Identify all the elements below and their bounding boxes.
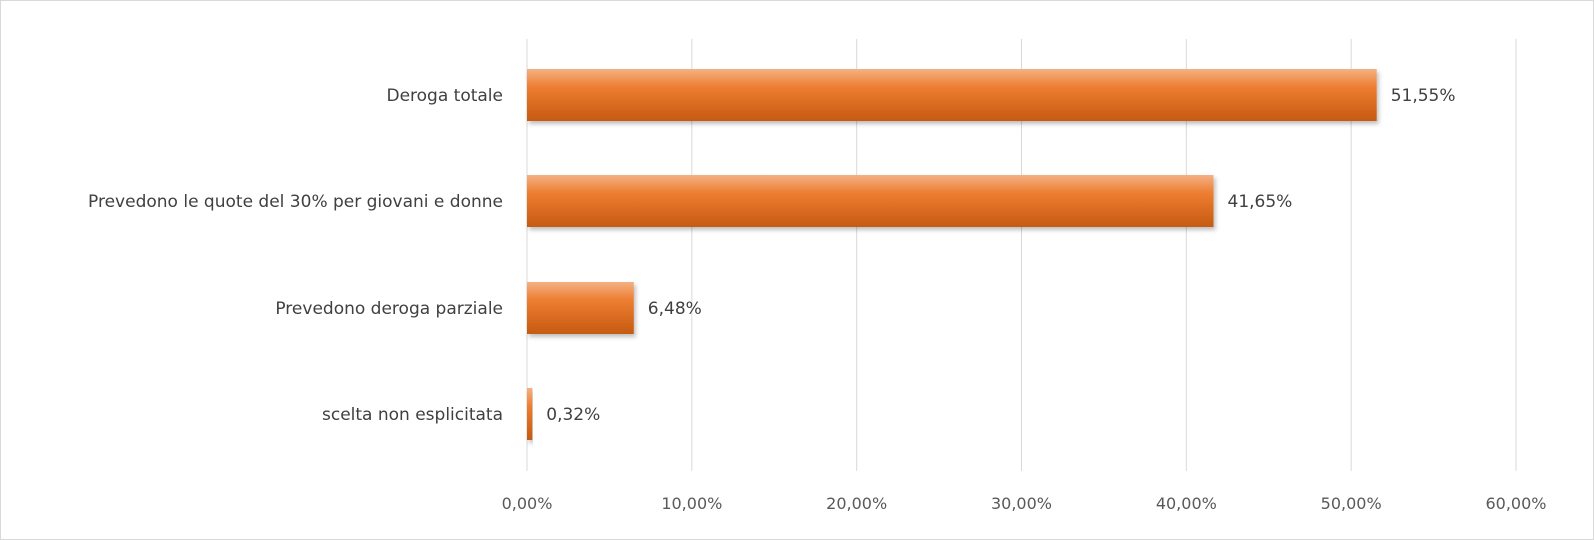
- data-label: 0,32%: [546, 405, 600, 425]
- bars: [527, 69, 1377, 440]
- bar: [527, 388, 533, 440]
- x-axis-tick-labels: 0,00% 10,00% 20,00% 30,00% 40,00% 50,00% 60,00…: [502, 494, 1547, 513]
- x-tick-label: 50,00%: [1321, 494, 1382, 513]
- x-tick-label: 30,00%: [991, 494, 1052, 513]
- bar: [527, 282, 634, 334]
- category-label: Prevedono le quote del 30% per giovani e…: [88, 192, 503, 212]
- x-tick-label: 0,00%: [502, 494, 553, 513]
- x-tick-label: 10,00%: [661, 494, 722, 513]
- x-tick-label: 60,00%: [1485, 494, 1546, 513]
- data-labels: 51,55% 41,65% 6,48% 0,32%: [546, 86, 1455, 425]
- category-label: scelta non esplicitata: [322, 405, 503, 425]
- data-label: 51,55%: [1391, 86, 1456, 106]
- category-labels: Deroga totale Prevedono le quote del 30% …: [88, 86, 503, 425]
- x-tick-label: 20,00%: [826, 494, 887, 513]
- bar: [527, 69, 1377, 121]
- data-label: 6,48%: [648, 299, 702, 319]
- x-tick-label: 40,00%: [1156, 494, 1217, 513]
- category-label: Deroga totale: [386, 86, 503, 106]
- data-label: 41,65%: [1228, 192, 1293, 212]
- category-label: Prevedono deroga parziale: [275, 299, 503, 319]
- bar: [527, 175, 1214, 227]
